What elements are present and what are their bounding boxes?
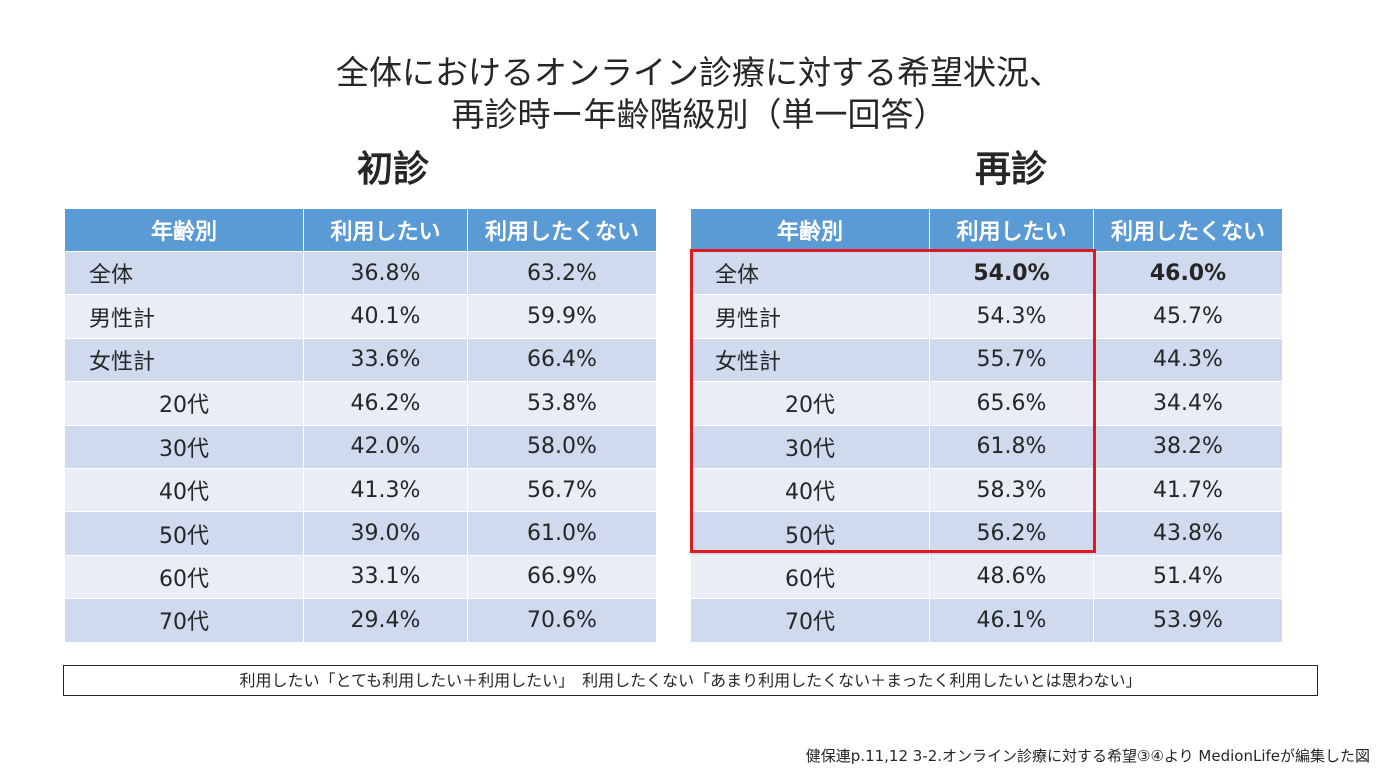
not-want-value-cell: 51.4% (1093, 554, 1283, 600)
want-value-cell: 58.3% (929, 467, 1094, 513)
table-row: 女性計 55.7% 44.3% (690, 337, 1283, 383)
title-line-1: 全体におけるオンライン診療に対する希望状況、 (336, 53, 1062, 92)
not-want-value-cell: 66.4% (467, 337, 657, 383)
want-value-cell: 41.3% (303, 467, 468, 513)
not-want-value-cell: 61.0% (467, 511, 657, 556)
title-line-2: 再診時ー年齢階級別（単一回答） (451, 95, 947, 134)
revisit-heading: 再診 (975, 149, 1048, 190)
want-value-cell: 46.2% (303, 381, 468, 426)
row-label-cell: 50代 (64, 511, 304, 556)
want-value-cell: 54.3% (929, 294, 1094, 339)
want-value-cell: 42.0% (303, 424, 468, 469)
table-header-row: 年齢別 利用したい 利用したくない (690, 208, 1283, 252)
row-label-cell: 全体 (64, 250, 304, 296)
row-label-cell: 70代 (64, 598, 304, 643)
table-row: 70代 46.1% 53.9% (690, 598, 1283, 643)
table-row: 60代 48.6% 51.4% (690, 554, 1283, 600)
not-want-value-cell: 44.3% (1093, 337, 1283, 383)
not-want-value-cell: 38.2% (1093, 424, 1283, 469)
col-header-not-want: 利用したくない (467, 208, 657, 252)
first-visit-heading: 初診 (357, 149, 430, 190)
row-label-cell: 40代 (64, 467, 304, 513)
row-label-cell: 70代 (690, 598, 930, 643)
table-row: 50代 39.0% 61.0% (64, 511, 657, 556)
row-label-cell: 女性計 (64, 337, 304, 383)
table-row: 40代 41.3% 56.7% (64, 467, 657, 513)
not-want-value-cell: 70.6% (467, 598, 657, 643)
not-want-value-cell: 41.7% (1093, 467, 1283, 513)
want-value-cell: 29.4% (303, 598, 468, 643)
not-want-value-cell: 53.8% (467, 381, 657, 426)
row-label-cell: 20代 (64, 381, 304, 426)
row-label-cell: 40代 (690, 467, 930, 513)
not-want-value-cell: 58.0% (467, 424, 657, 469)
want-value-cell: 65.6% (929, 381, 1094, 426)
col-header-not-want: 利用したくない (1093, 208, 1283, 252)
want-value-cell: 55.7% (929, 337, 1094, 383)
want-value-cell: 39.0% (303, 511, 468, 556)
table-header-row: 年齢別 利用したい 利用したくない (64, 208, 657, 252)
definition-note: 利用したい「とても利用したい＋利用したい」 利用したくない「あまり利用したくない… (63, 665, 1318, 696)
not-want-value-cell: 56.7% (467, 467, 657, 513)
not-want-value-cell: 34.4% (1093, 381, 1283, 426)
table-row: 60代 33.1% 66.9% (64, 554, 657, 600)
row-label-cell: 50代 (690, 511, 930, 556)
table-row: 男性計 54.3% 45.7% (690, 294, 1283, 339)
want-value-cell: 36.8% (303, 250, 468, 296)
row-label-cell: 女性計 (690, 337, 930, 383)
not-want-value-cell: 59.9% (467, 294, 657, 339)
table-row: 50代 56.2% 43.8% (690, 511, 1283, 556)
table-row: 20代 65.6% 34.4% (690, 381, 1283, 426)
want-value-cell: 46.1% (929, 598, 1094, 643)
table-row: 70代 29.4% 70.6% (64, 598, 657, 643)
want-value-cell: 54.0% (929, 250, 1094, 296)
not-want-value-cell: 46.0% (1093, 250, 1283, 296)
want-value-cell: 33.1% (303, 554, 468, 600)
want-value-cell: 40.1% (303, 294, 468, 339)
col-header-want: 利用したい (929, 208, 1094, 252)
row-label-cell: 全体 (690, 250, 930, 296)
row-label-cell: 20代 (690, 381, 930, 426)
not-want-value-cell: 66.9% (467, 554, 657, 600)
table-row: 全体 36.8% 63.2% (64, 250, 657, 296)
want-value-cell: 33.6% (303, 337, 468, 383)
want-value-cell: 56.2% (929, 511, 1094, 556)
table-row: 全体 54.0% 46.0% (690, 250, 1283, 296)
table-row: 30代 61.8% 38.2% (690, 424, 1283, 469)
not-want-value-cell: 45.7% (1093, 294, 1283, 339)
not-want-value-cell: 63.2% (467, 250, 657, 296)
col-header-age: 年齢別 (64, 208, 304, 252)
table-row: 20代 46.2% 53.8% (64, 381, 657, 426)
source-caption: 健保連p.11,12 3-2.オンライン診療に対する希望③④より MedionL… (805, 747, 1370, 765)
row-label-cell: 男性計 (64, 294, 304, 339)
not-want-value-cell: 53.9% (1093, 598, 1283, 643)
page-title: 全体におけるオンライン診療に対する希望状況、 再診時ー年齢階級別（単一回答） (0, 52, 1398, 136)
want-value-cell: 61.8% (929, 424, 1094, 469)
table-row: 40代 58.3% 41.7% (690, 467, 1283, 513)
row-label-cell: 30代 (690, 424, 930, 469)
first-visit-table: 年齢別 利用したい 利用したくない 全体 36.8% 63.2% 男性計 40.1% 59… (64, 208, 657, 643)
row-label-cell: 60代 (690, 554, 930, 600)
not-want-value-cell: 43.8% (1093, 511, 1283, 556)
revisit-table: 年齢別 利用したい 利用したくない 全体 54.0% 46.0% 男性計 54.3% 45… (690, 208, 1283, 643)
want-value-cell: 48.6% (929, 554, 1094, 600)
table-row: 女性計 33.6% 66.4% (64, 337, 657, 383)
table-row: 30代 42.0% 58.0% (64, 424, 657, 469)
row-label-cell: 30代 (64, 424, 304, 469)
table-row: 男性計 40.1% 59.9% (64, 294, 657, 339)
col-header-want: 利用したい (303, 208, 468, 252)
col-header-age: 年齢別 (690, 208, 930, 252)
row-label-cell: 男性計 (690, 294, 930, 339)
row-label-cell: 60代 (64, 554, 304, 600)
